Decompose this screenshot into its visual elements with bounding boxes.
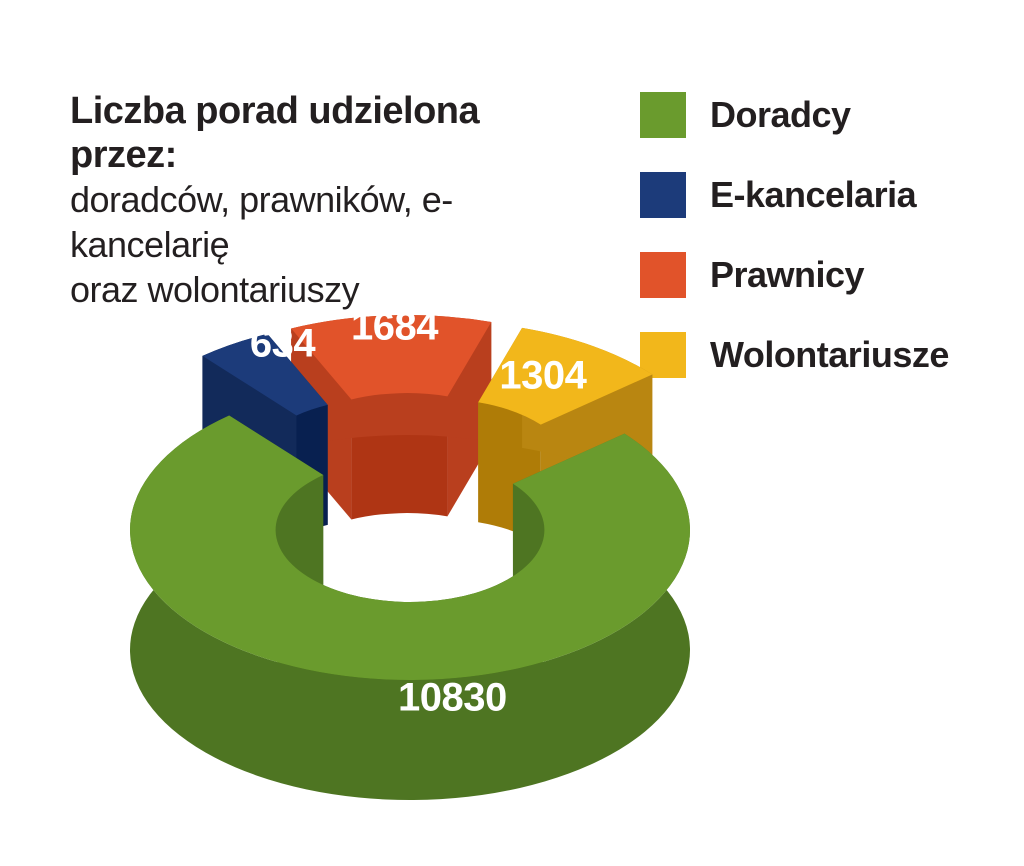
legend-label-doradcy: Doradcy (710, 94, 851, 136)
value-label-doradcy: 10830 (398, 676, 507, 720)
legend-item-ekancelaria: E-kancelaria (640, 172, 949, 218)
value-label-prawnicy: 1684 (351, 304, 439, 348)
legend-swatch-ekancelaria (640, 172, 686, 218)
donut-chart: 10830 634 1684 1304 (50, 280, 730, 820)
title-bold: Liczba porad udzielona przez: (70, 90, 590, 177)
legend-label-ekancelaria: E-kancelaria (710, 174, 916, 216)
value-label-wolontariusze: 1304 (499, 354, 587, 398)
legend-label-prawnicy: Prawnicy (710, 254, 864, 296)
chart-container: Liczba porad udzielona przez: doradców, … (0, 0, 1024, 866)
legend-swatch-doradcy (640, 92, 686, 138)
title-line-2: doradców, prawników, e-kancelarię (70, 177, 590, 267)
value-label-e-kancelaria: 634 (250, 322, 316, 366)
legend-item-doradcy: Doradcy (640, 92, 949, 138)
legend-label-wolontariusze: Wolontariusze (710, 334, 949, 376)
